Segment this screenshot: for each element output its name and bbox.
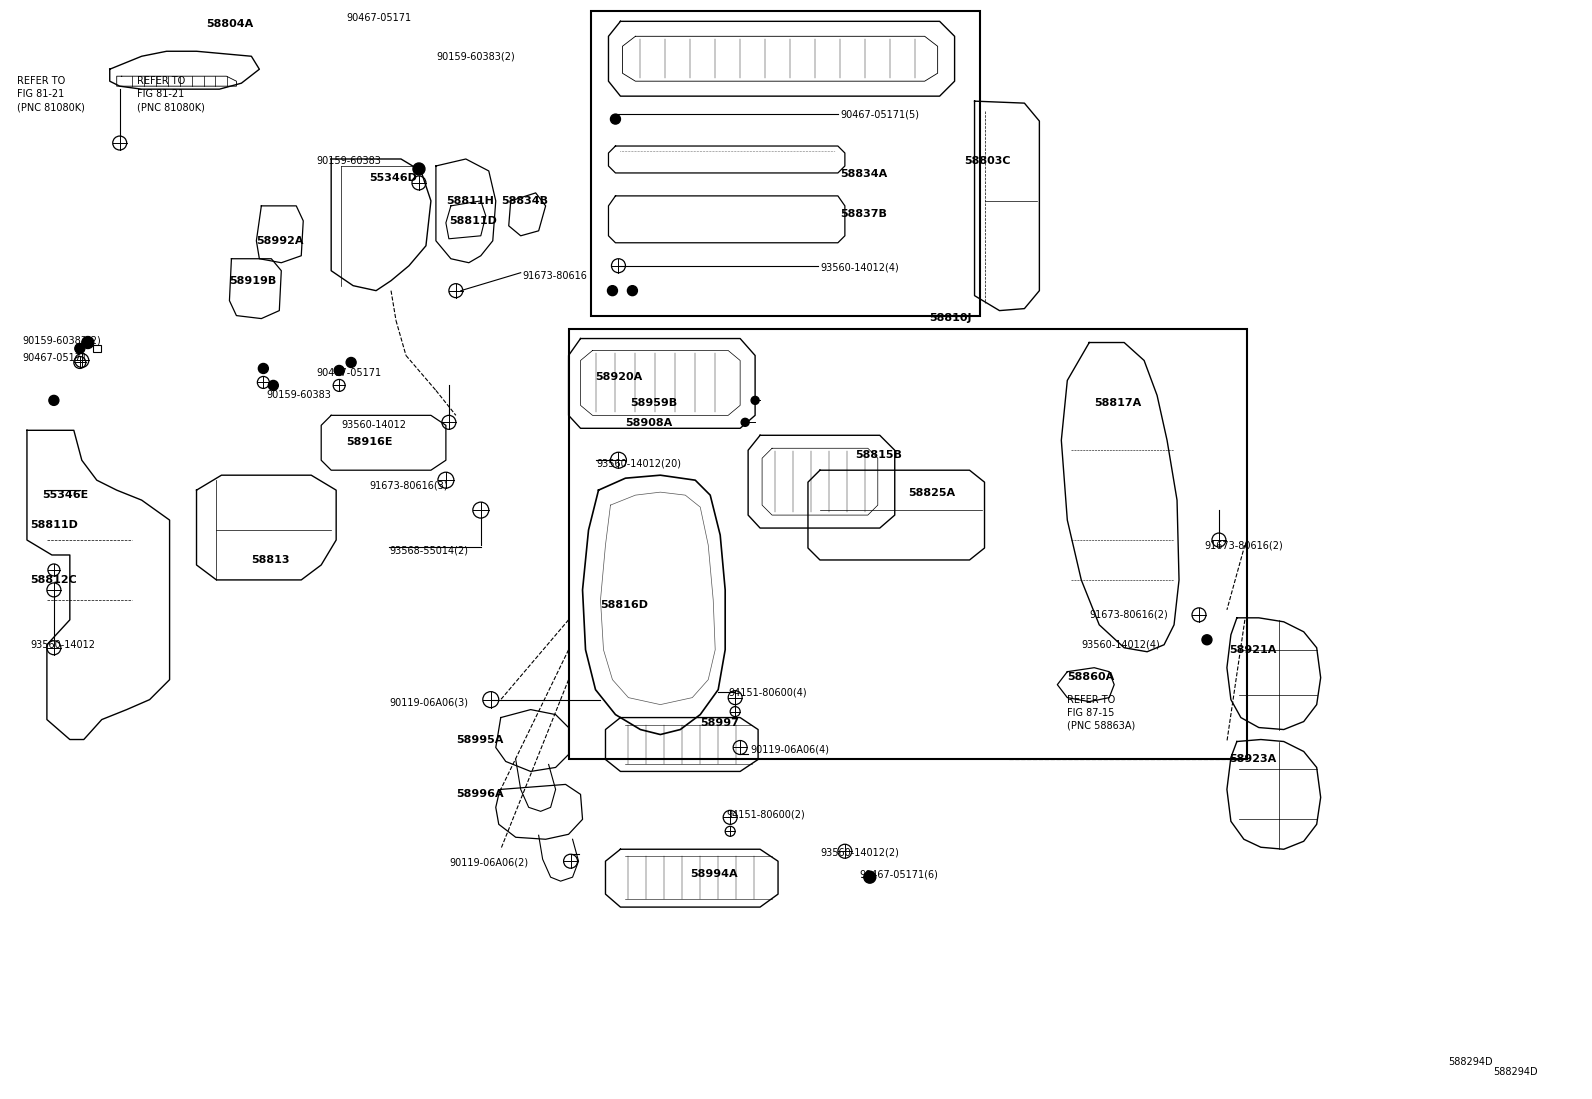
Text: 90159-60383(2): 90159-60383(2): [436, 52, 514, 62]
Text: 90467-05171: 90467-05171: [345, 13, 411, 23]
Circle shape: [81, 336, 94, 348]
Text: 90467-05171(5): 90467-05171(5): [841, 109, 919, 119]
Text: 588294D: 588294D: [1449, 1057, 1493, 1067]
Text: 58994A: 58994A: [691, 869, 739, 879]
Text: 90119-06A06(3): 90119-06A06(3): [388, 698, 468, 708]
Text: 58813: 58813: [252, 555, 290, 565]
Circle shape: [334, 366, 344, 376]
Circle shape: [608, 286, 618, 296]
Text: 58811D: 58811D: [30, 520, 78, 530]
Text: 58923A: 58923A: [1229, 755, 1277, 765]
Text: 588294D: 588294D: [1493, 1067, 1538, 1077]
Text: 58919B: 58919B: [229, 276, 277, 286]
Text: FIG 87-15: FIG 87-15: [1067, 708, 1114, 718]
Text: 55346E: 55346E: [41, 490, 88, 500]
Circle shape: [627, 286, 637, 296]
Text: (PNC 81080K): (PNC 81080K): [18, 102, 84, 112]
Circle shape: [49, 396, 59, 406]
Text: 58817A: 58817A: [1094, 398, 1141, 409]
Circle shape: [864, 872, 876, 884]
Text: 90467-05171(6): 90467-05171(6): [860, 869, 939, 879]
Circle shape: [610, 114, 621, 124]
Text: 93560-14012: 93560-14012: [341, 420, 406, 431]
Text: 58920A: 58920A: [595, 373, 643, 382]
Text: 58816D: 58816D: [600, 600, 648, 610]
Text: 93568-55014(2): 93568-55014(2): [388, 545, 468, 555]
Text: 90467-05171: 90467-05171: [317, 368, 382, 378]
Text: 93560-14012: 93560-14012: [30, 640, 96, 650]
Text: REFER TO: REFER TO: [1067, 695, 1116, 704]
Text: 58811D: 58811D: [449, 215, 497, 226]
Text: 90159-60383(2): 90159-60383(2): [22, 335, 100, 345]
Text: 58803C: 58803C: [965, 156, 1011, 166]
Text: 58995A: 58995A: [455, 734, 503, 744]
Text: 93560-14012(2): 93560-14012(2): [820, 847, 899, 857]
Circle shape: [751, 397, 759, 404]
Text: 58810J: 58810J: [930, 312, 973, 323]
Text: 93560-14012(4): 93560-14012(4): [820, 263, 899, 273]
Text: 58811H: 58811H: [446, 196, 494, 206]
Text: 91673-80616(2): 91673-80616(2): [1089, 610, 1169, 620]
Text: REFER TO: REFER TO: [18, 76, 65, 86]
Text: 91673-80616(2): 91673-80616(2): [1204, 540, 1283, 550]
Text: 58916E: 58916E: [345, 437, 393, 447]
Circle shape: [1202, 635, 1212, 645]
Circle shape: [412, 163, 425, 175]
Text: 91673-80616: 91673-80616: [522, 270, 587, 280]
Bar: [591, 11, 979, 315]
Bar: [92, 344, 100, 353]
Text: 58815B: 58815B: [855, 451, 901, 460]
Text: 58834A: 58834A: [841, 169, 887, 179]
Text: 58860A: 58860A: [1067, 671, 1114, 681]
Text: 90119-06A06(2): 90119-06A06(2): [449, 857, 529, 867]
Text: 58992A: 58992A: [256, 236, 304, 246]
Text: 90467-05171: 90467-05171: [22, 354, 88, 364]
Text: 90159-60383: 90159-60383: [266, 390, 331, 400]
Circle shape: [269, 380, 279, 390]
Text: 55346D: 55346D: [369, 173, 417, 182]
Text: (PNC 58863A): (PNC 58863A): [1067, 721, 1135, 731]
Text: 58908A: 58908A: [626, 419, 673, 429]
Text: FIG 81-21: FIG 81-21: [137, 89, 185, 99]
Text: 58997: 58997: [700, 718, 739, 728]
Circle shape: [345, 357, 357, 367]
Text: 58837B: 58837B: [841, 209, 887, 219]
Text: 58959B: 58959B: [630, 398, 678, 409]
Text: 58804A: 58804A: [207, 20, 253, 30]
Circle shape: [742, 419, 750, 426]
Text: 58812C: 58812C: [30, 575, 76, 585]
Text: REFER TO: REFER TO: [137, 76, 185, 86]
Text: 90119-06A06(4): 90119-06A06(4): [750, 744, 829, 755]
Text: 58921A: 58921A: [1229, 645, 1277, 655]
Text: 91673-80616(3): 91673-80616(3): [369, 480, 447, 490]
Text: 93560-14012(20): 93560-14012(20): [597, 458, 681, 468]
Bar: [568, 329, 1247, 759]
Text: 58996A: 58996A: [455, 789, 503, 799]
Circle shape: [258, 364, 269, 374]
Text: 58834B: 58834B: [501, 196, 548, 206]
Text: 94151-80600(4): 94151-80600(4): [728, 688, 807, 698]
Text: 58825A: 58825A: [907, 488, 955, 498]
Text: 94151-80600(2): 94151-80600(2): [726, 809, 806, 820]
Circle shape: [75, 344, 84, 354]
Text: (PNC 81080K): (PNC 81080K): [137, 102, 204, 112]
Text: FIG 81-21: FIG 81-21: [18, 89, 64, 99]
Text: 90159-60383: 90159-60383: [317, 156, 380, 166]
Text: 93560-14012(4): 93560-14012(4): [1081, 640, 1161, 650]
